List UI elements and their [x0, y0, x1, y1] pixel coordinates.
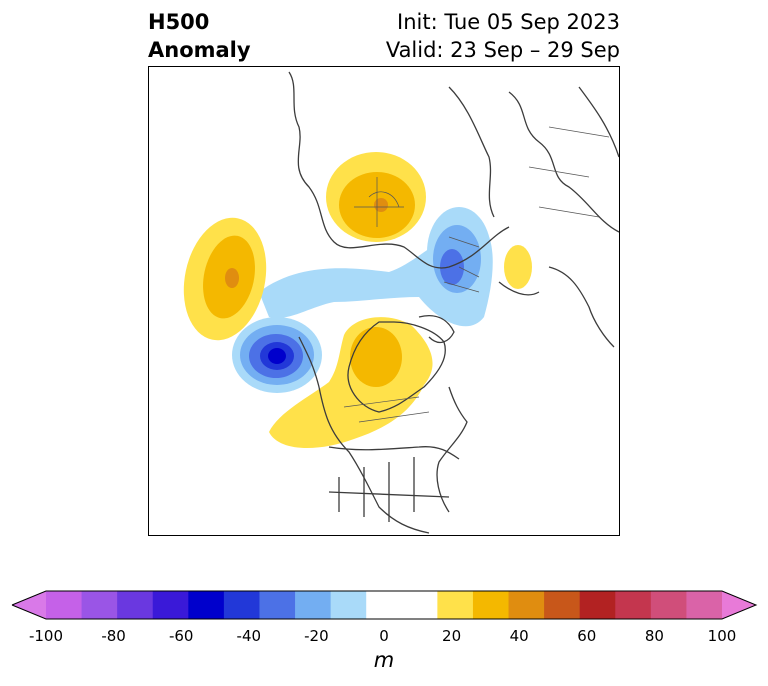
colorbar-tick-label: -100: [28, 627, 64, 645]
colorbar-tick-label: 60: [577, 627, 597, 645]
borders: [343, 126, 610, 423]
title-variable: H500: [148, 10, 210, 34]
valid-range: Valid: 23 Sep – 29 Sep: [385, 38, 620, 62]
colorbar-tick-label: -60: [168, 627, 194, 645]
colorbar-cell: [437, 591, 474, 619]
colorbar-tick-label: -40: [236, 627, 262, 645]
colorbar-tick-label: -80: [101, 627, 126, 645]
colorbar-cell: [188, 591, 225, 619]
colorbar-cell: [223, 591, 260, 619]
colorbar-cell: [508, 591, 545, 619]
colorbar-cell: [152, 591, 189, 619]
map-canvas: [183, 71, 619, 534]
colorbar-cell: [117, 591, 154, 619]
colorbar: [11, 590, 758, 620]
title-field: Anomaly: [148, 38, 251, 62]
colorbar-cell: [401, 591, 438, 619]
anomaly-neg-atlantic-40: [440, 249, 464, 285]
anomaly-pos-pacific-40: [225, 268, 239, 288]
anomaly-map: [148, 66, 620, 536]
colorbar-cell: [259, 591, 296, 619]
colorbar-extend-low: [12, 591, 46, 619]
colorbar-tick-label: 80: [644, 627, 664, 645]
colorbar-cell: [686, 591, 723, 619]
anomaly-neg-alaska-60: [268, 348, 286, 364]
colorbar-cell: [615, 591, 652, 619]
map-title: H500 Anomaly: [148, 8, 251, 64]
colorbar-cell: [472, 591, 510, 619]
colorbar-tick-label: 40: [509, 627, 529, 645]
colorbar-tick-label: -20: [304, 627, 329, 645]
colorbar-cell: [330, 591, 367, 619]
anomaly-pos-canada-30: [350, 327, 402, 387]
colorbar-tick-label: 20: [442, 627, 462, 645]
anomaly-pos-europe-20: [504, 245, 532, 289]
colorbar-cell: [366, 591, 403, 619]
colorbar-cells: [46, 591, 723, 619]
colorbar-cell: [81, 591, 118, 619]
colorbar-tick-label: 100: [707, 627, 737, 645]
colorbar-cell: [295, 591, 332, 619]
init-date: Init: Tue 05 Sep 2023: [397, 10, 620, 34]
colorbar-unit-label: m: [373, 648, 395, 672]
colorbar-cell: [544, 591, 581, 619]
colorbar-tick-label: 0: [379, 627, 389, 645]
colorbar-cell: [46, 591, 83, 619]
map-dates: Init: Tue 05 Sep 2023 Valid: 23 Sep – 29…: [386, 8, 620, 64]
anomaly-pos-arctic-40: [374, 198, 388, 212]
coastlines: [288, 71, 619, 534]
colorbar-extend-high: [722, 591, 756, 619]
colorbar-cell: [579, 591, 616, 619]
colorbar-cell: [650, 591, 687, 619]
colorbar-outline: [11, 590, 758, 620]
